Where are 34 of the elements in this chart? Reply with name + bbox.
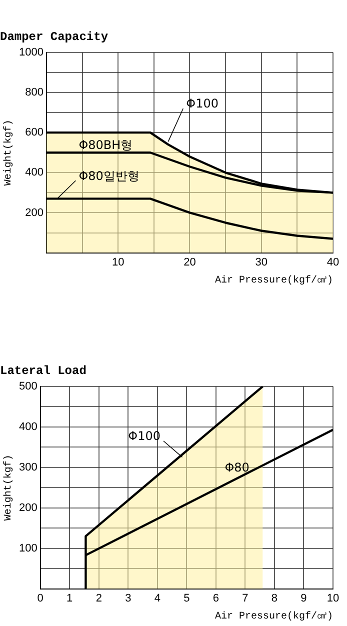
- x-tick-label: 4: [154, 592, 160, 604]
- x-tick-label: 10: [112, 256, 124, 268]
- x-tick-label: 8: [271, 592, 278, 604]
- y-tick-label: 1000: [18, 46, 44, 58]
- x-axis-title: Air Pressure(kgf/㎠): [214, 274, 333, 287]
- x-tick-label: 30: [255, 256, 268, 268]
- chart-title: Damper Capacity: [0, 30, 108, 44]
- x-tick-label: 10: [326, 592, 340, 604]
- series-label: Φ80: [224, 460, 250, 474]
- x-tick-label: 3: [125, 592, 132, 604]
- y-tick-label: 600: [25, 126, 44, 139]
- x-tick-label: 9: [300, 592, 307, 604]
- y-tick-label: 100: [18, 542, 38, 554]
- x-tick-label: 1: [66, 592, 73, 604]
- x-tick-label: 2: [96, 592, 102, 604]
- y-tick-label: 800: [25, 86, 44, 99]
- y-axis-title: Weight(kgf): [2, 120, 15, 186]
- y-tick-label: 500: [18, 380, 38, 392]
- y-tick-label: 200: [18, 502, 38, 514]
- x-tick-label: 5: [184, 592, 190, 604]
- x-tick-label: 0: [37, 592, 44, 604]
- x-tick-label: 7: [242, 592, 248, 604]
- y-tick-label: 400: [18, 420, 38, 433]
- x-tick-label: 6: [212, 592, 220, 604]
- y-tick-label: 400: [25, 166, 44, 179]
- y-tick-label: 300: [18, 461, 38, 474]
- y-axis-title: Weight(kgf): [2, 454, 15, 521]
- chart-title: Lateral Load: [0, 364, 86, 378]
- x-axis-title: Air Pressure(kgf/㎠): [214, 610, 333, 623]
- x-tick-label: 20: [184, 256, 196, 268]
- y-tick-label: 200: [25, 206, 44, 219]
- series-label: Φ80일반형: [78, 168, 140, 183]
- x-tick-label: 40: [326, 256, 340, 268]
- series-label: Φ80BH형: [78, 138, 133, 152]
